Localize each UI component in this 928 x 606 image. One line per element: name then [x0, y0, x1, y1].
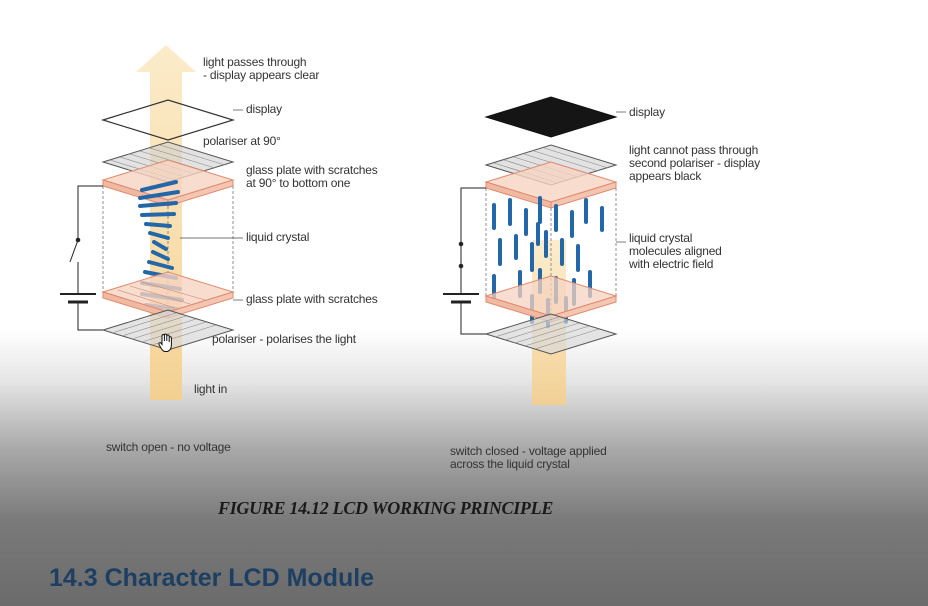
- label-liquid-crystal: liquid crystal: [246, 230, 310, 244]
- label-liquid-crystal-aligned: liquid crystal molecules aligned with el…: [629, 231, 722, 271]
- label-light-passes: light passes through - display appears c…: [203, 55, 320, 82]
- label-display-right: display: [629, 105, 665, 119]
- label-glass-plate-bottom: glass plate with scratches: [246, 292, 378, 306]
- display-plate-clear: [100, 99, 236, 141]
- label-display-left: display: [246, 102, 282, 116]
- bottom-glass-scratches: [117, 281, 206, 309]
- right-leader-lines: [616, 111, 626, 243]
- label-polariser-90: polariser at 90°: [203, 134, 281, 148]
- right-bottom-glass-plate: [484, 275, 618, 323]
- open-switch-circuit: [60, 185, 103, 331]
- right-lcd-diagram: [443, 96, 626, 405]
- label-polariser-bottom: polariser - polarises the light: [212, 332, 356, 346]
- label-light-cannot-pass: light cannot pass through second polaris…: [629, 143, 760, 183]
- hand-cursor-icon: [158, 333, 172, 352]
- right-top-glass-plate: [484, 161, 618, 209]
- label-switch-closed: switch closed - voltage applied across t…: [450, 444, 607, 471]
- section-title: 14.3 Character LCD Module: [49, 564, 375, 592]
- figure-caption: FIGURE 14.12 LCD WORKING PRINCIPLE: [218, 498, 554, 518]
- left-leader-lines: [180, 109, 243, 301]
- label-glass-plate-top: glass plate with scratches at 90° to bot…: [246, 163, 378, 190]
- closed-switch-circuit: [443, 187, 486, 335]
- label-switch-open: switch open - no voltage: [106, 440, 231, 454]
- right-bottom-polariser: [484, 313, 618, 355]
- top-glass-plate: [101, 159, 235, 207]
- display-plate-black: [484, 96, 618, 138]
- label-light-in: light in: [194, 382, 228, 396]
- left-lcd-diagram: [60, 45, 243, 400]
- bottom-polariser: [101, 309, 235, 351]
- bottom-glass-plate: [101, 271, 235, 319]
- right-bottom-polariser-lines: [494, 316, 600, 350]
